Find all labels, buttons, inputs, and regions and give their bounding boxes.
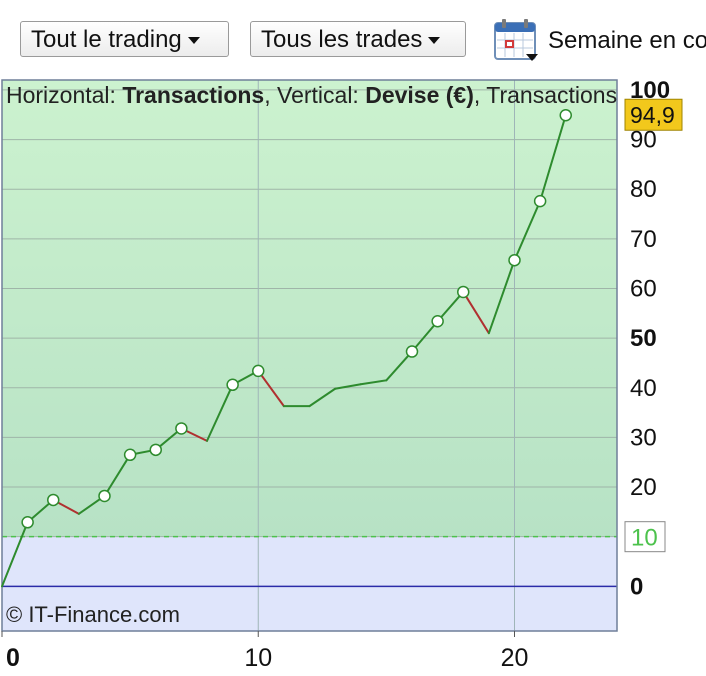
series-segment-rise: [513, 200, 542, 262]
zone-above-threshold: [2, 80, 617, 537]
x-tick-label: 0: [6, 644, 20, 672]
series-segment-fall: [257, 369, 285, 408]
y-tick-label: 60: [630, 275, 657, 302]
data-point: [123, 448, 137, 462]
info-separator: ,: [264, 82, 277, 108]
vertical-value: Devise (€): [365, 82, 474, 108]
vertical-label: Vertical:: [277, 82, 366, 108]
trading-filter-label: Tout le trading: [31, 26, 182, 53]
copyright-text: © IT-Finance.com: [6, 602, 180, 627]
series-segment-rise: [385, 350, 413, 382]
caret-down-icon: [428, 37, 441, 45]
data-point: [559, 108, 572, 122]
last-value-badge: [624, 98, 683, 131]
period-label: Semaine en cours: [548, 27, 706, 54]
data-point: [21, 516, 34, 529]
data-point: [47, 493, 60, 507]
data-point: [98, 489, 111, 503]
last-value-label: 94,9: [630, 102, 675, 128]
x-tick-label: 10: [244, 644, 272, 672]
series-segment-rise: [1, 521, 29, 588]
threshold-label: 10: [631, 525, 658, 552]
series-segment-rise: [103, 453, 132, 497]
data-point: [252, 364, 265, 378]
data-point: [533, 194, 547, 208]
data-point: [457, 285, 470, 299]
series-segment-fall: [462, 290, 490, 335]
data-point: [226, 378, 239, 392]
y-tick-label: 30: [630, 424, 657, 451]
trades-filter-label: Tous les trades: [261, 26, 423, 53]
data-point: [149, 443, 162, 457]
horizontal-value: Transactions: [122, 82, 265, 108]
plot-border: [1, 79, 618, 632]
toolbar: Tout le trading Tous les trades Semaine …: [0, 0, 706, 78]
y-tick-label: 40: [630, 375, 657, 402]
data-point: [405, 345, 419, 358]
chart-info-bar: Horizontal: Transactions, Vertical: Devi…: [6, 82, 618, 112]
trades-filter-dropdown[interactable]: Tous les trades: [250, 21, 466, 57]
x-tick-label: 20: [501, 644, 529, 672]
y-tick-label: 20: [630, 474, 657, 501]
calendar-icon[interactable]: [493, 18, 539, 62]
series-segment-rise: [411, 320, 439, 353]
threshold-label-box: [624, 521, 666, 553]
info-rest: , Transactions: [473, 82, 618, 108]
caret-down-icon: [187, 37, 200, 45]
y-tick-label: 50: [630, 325, 657, 352]
series-segment-rise: [487, 259, 516, 335]
data-point: [175, 422, 188, 435]
series-segment-rise: [539, 114, 567, 203]
data-point: [431, 314, 444, 328]
y-tick-label: 80: [630, 176, 657, 203]
horizontal-label: Horizontal:: [6, 82, 123, 108]
series-segment-rise: [334, 383, 362, 390]
data-point: [508, 253, 521, 267]
y-tick-label: 70: [630, 226, 657, 253]
series-segment-rise: [436, 290, 465, 323]
trading-filter-dropdown[interactable]: Tout le trading: [20, 21, 229, 57]
series-segment-rise: [308, 387, 337, 408]
y-tick-label: 90: [630, 127, 657, 154]
y-tick-label: 0: [630, 573, 643, 600]
series-segment-rise: [206, 383, 234, 442]
series-segment-rise: [359, 379, 388, 386]
